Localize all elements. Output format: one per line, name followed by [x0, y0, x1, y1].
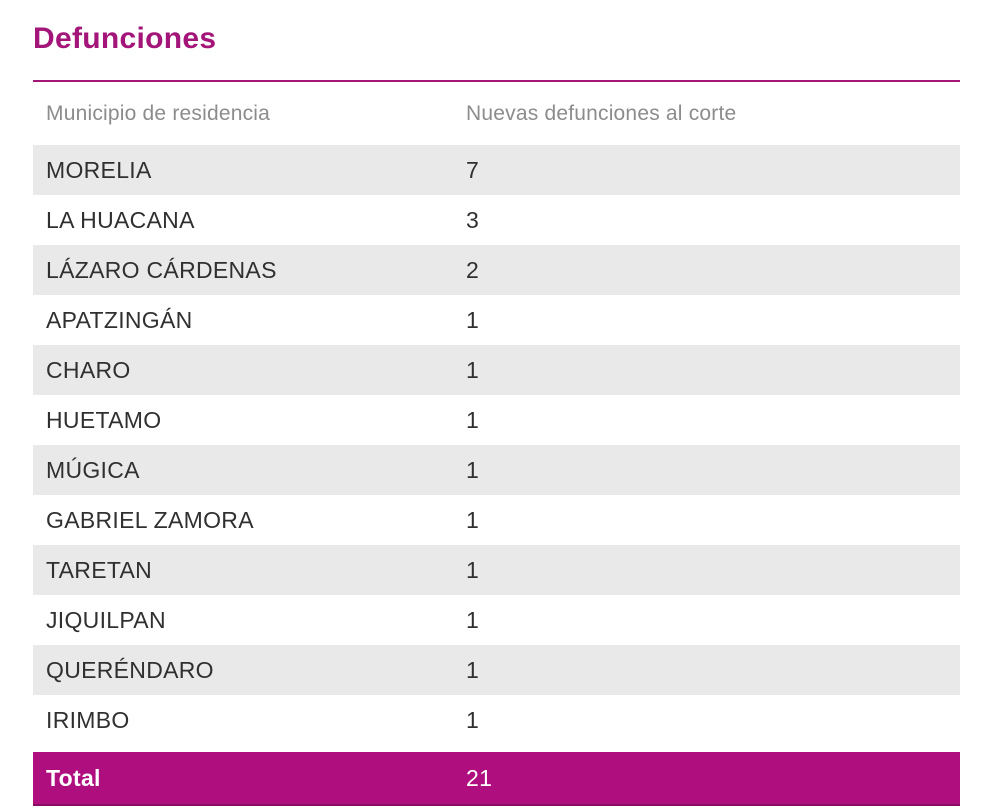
table-body: MORELIA 7 LA HUACANA 3 LÁZARO CÁRDENAS 2… [33, 145, 960, 745]
table-row: HUETAMO 1 [33, 395, 960, 445]
municipio-cell: MORELIA [46, 156, 152, 183]
value-cell: 1 [466, 456, 480, 483]
table-row: JIQUILPAN 1 [33, 595, 960, 645]
table-row: LÁZARO CÁRDENAS 2 [33, 245, 960, 295]
table-header-row: Municipio de residencia Nuevas defuncion… [33, 82, 960, 145]
table-row: CHARO 1 [33, 345, 960, 395]
value-cell: 1 [466, 506, 480, 533]
value-cell: 1 [466, 656, 480, 683]
municipio-cell: TARETAN [46, 556, 153, 583]
table-row: APATZINGÁN 1 [33, 295, 960, 345]
table-row: QUERÉNDARO 1 [33, 645, 960, 695]
title-divider [33, 80, 960, 82]
table-row: LA HUACANA 3 [33, 195, 960, 245]
value-cell: 2 [466, 256, 480, 283]
municipio-cell: QUERÉNDARO [46, 656, 214, 683]
value-cell: 1 [466, 556, 480, 583]
municipio-cell: GABRIEL ZAMORA [46, 506, 254, 533]
value-cell: 1 [466, 706, 480, 733]
table-row: GABRIEL ZAMORA 1 [33, 495, 960, 545]
municipio-cell: CHARO [46, 356, 131, 383]
value-cell: 1 [466, 606, 480, 633]
table-total-row: Total 21 [33, 752, 960, 806]
table-row: MÚGICA 1 [33, 445, 960, 495]
table-row: TARETAN 1 [33, 545, 960, 595]
table-row: MORELIA 7 [33, 145, 960, 195]
value-cell: 1 [466, 306, 480, 333]
column-header-municipio: Municipio de residencia [46, 101, 271, 125]
municipio-cell: LÁZARO CÁRDENAS [46, 256, 277, 283]
value-cell: 1 [466, 356, 480, 383]
municipio-cell: HUETAMO [46, 406, 162, 433]
total-value: 21 [466, 764, 493, 791]
municipio-cell: MÚGICA [46, 456, 140, 483]
value-cell: 7 [466, 156, 480, 183]
table-row: IRIMBO 1 [33, 695, 960, 745]
column-header-defunciones: Nuevas defunciones al corte [466, 101, 737, 125]
page-title: Defunciones [33, 22, 217, 55]
municipio-cell: IRIMBO [46, 706, 130, 733]
value-cell: 1 [466, 406, 480, 433]
value-cell: 3 [466, 206, 480, 233]
total-label: Total [46, 764, 101, 791]
municipio-cell: LA HUACANA [46, 206, 195, 233]
municipio-cell: JIQUILPAN [46, 606, 166, 633]
municipio-cell: APATZINGÁN [46, 306, 193, 333]
